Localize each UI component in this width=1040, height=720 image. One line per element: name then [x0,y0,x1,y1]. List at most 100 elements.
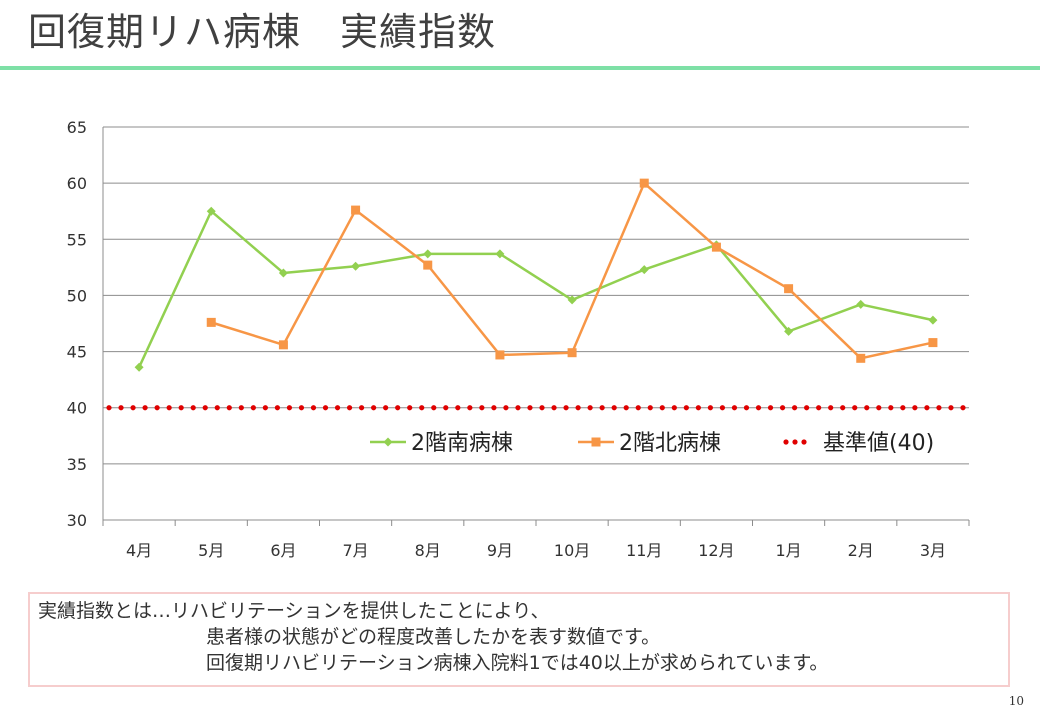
y-tick-label: 55 [67,230,87,249]
y-tick-label: 45 [67,343,87,362]
y-tick-label: 30 [67,511,87,530]
reference-dot [467,405,473,411]
data-point [784,284,794,294]
series-3 [106,405,966,411]
reference-dot [407,405,413,411]
reference-dot [274,405,281,411]
reference-dot [334,405,341,411]
legend-swatch [783,439,789,445]
reference-dot [635,405,641,411]
reference-dot [262,405,268,411]
reference-dot [419,405,425,411]
data-point [856,353,866,363]
data-point [567,348,577,358]
reference-dot [383,405,389,411]
x-tick-label: 8月 [415,541,441,560]
title-divider [0,66,1040,70]
reference-dot [142,405,148,411]
y-tick-label: 40 [67,399,87,418]
reference-dot [130,405,136,411]
data-point [134,362,144,372]
reference-dot [515,405,521,411]
legend-swatch [792,439,798,445]
reference-dot [214,405,220,411]
reference-dot [479,405,485,411]
reference-dot [322,405,329,411]
page-title: 回復期リハ病棟 実績指数 [28,10,497,54]
data-point [567,295,577,305]
data-point [639,265,649,275]
reference-dot [455,405,461,411]
reference-dot [695,405,701,411]
data-point [351,205,361,215]
data-point [928,338,938,348]
y-tick-label: 65 [67,118,87,137]
note-line-3: 回復期リハビリテーション病棟入院料1では40以上が求められています。 [206,652,829,674]
x-tick-label: 7月 [342,541,368,560]
legend-marker [383,437,393,447]
reference-dot [948,405,954,411]
reference-dot [900,405,906,411]
data-point [856,299,866,309]
reference-dot [659,405,665,411]
reference-dot [804,405,810,411]
data-point [928,315,938,325]
reference-dot [924,405,930,411]
x-tick-label: 2月 [848,541,874,560]
reference-dot [599,405,605,411]
data-point [278,340,288,350]
x-tick-label: 4月 [126,541,152,560]
reference-dot [671,405,677,411]
reference-dot [587,405,593,411]
legend-marker [591,437,601,447]
reference-dot [683,405,689,411]
x-tick-label: 3月 [920,541,946,560]
reference-dot [840,405,846,411]
x-tick-label: 10月 [554,541,590,560]
x-tick-label: 5月 [198,541,224,560]
reference-dot [828,405,834,411]
reference-dot [178,405,184,411]
data-point [495,249,505,259]
reference-dot [936,405,942,411]
x-tick-label: 11月 [626,541,662,560]
data-point [711,242,721,252]
x-tick-label: 6月 [270,541,296,560]
reference-dot [791,405,798,411]
reference-dot [106,405,112,411]
reference-dot [371,405,377,411]
x-tick-label: 1月 [775,541,801,560]
reference-dot [707,405,714,411]
reference-dot [226,405,232,411]
reference-dot [346,405,353,411]
reference-dot [118,405,124,411]
reference-dot [431,405,437,411]
reference-dot [755,405,762,411]
line-chart: 30 35 40 45 50 55 60 65 4月 5月 6月 7月 8月 9月 10月 11月 12月 1月 2… [67,118,970,560]
reference-dot [575,405,581,411]
data-point [206,317,216,327]
data-point [495,350,505,360]
reference-dot [310,405,317,411]
legend-label: 基準値(40) [823,431,934,456]
reference-dot [731,405,738,411]
series-1 [134,206,938,372]
reference-dot [623,405,629,411]
reference-dot [876,405,882,411]
note-line-2: 患者様の状態がどの程度改善したかを表す数値です。 [206,626,661,648]
page-number: 10 [1008,694,1024,708]
reference-dot [767,405,774,411]
reference-dot [166,405,172,411]
reference-dot [491,405,497,411]
reference-dot [286,405,293,411]
data-point [206,206,216,216]
series-line [137,209,934,368]
reference-dot [551,405,557,411]
reference-dot [358,405,365,411]
reference-dot [743,405,750,411]
reference-dot [816,405,822,411]
reference-dot [190,405,196,411]
reference-dot [539,405,545,411]
reference-dot [395,405,401,411]
y-tick-label: 50 [67,286,87,305]
